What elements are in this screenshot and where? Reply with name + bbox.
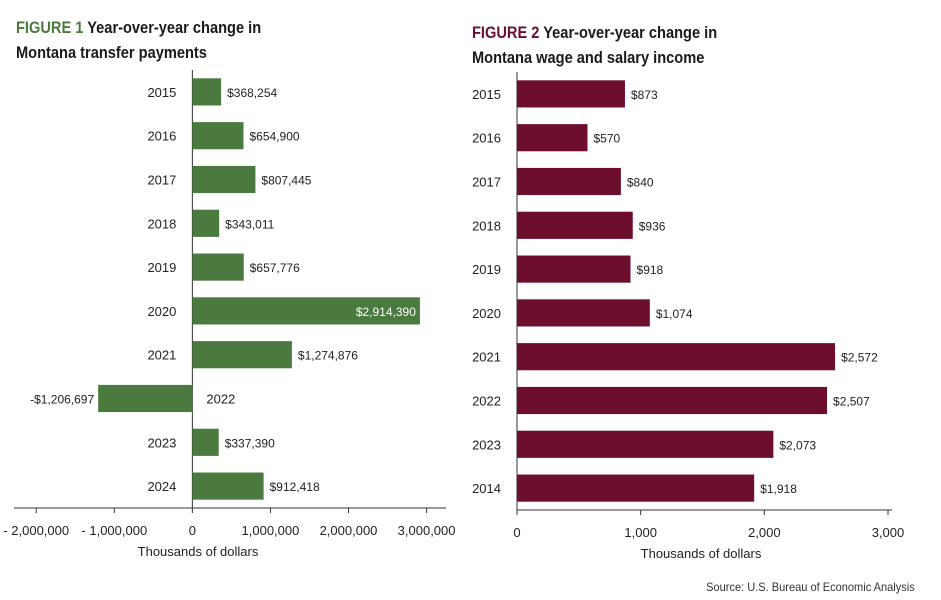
figure2-bar — [517, 299, 650, 327]
figure2-bar — [517, 474, 755, 502]
figure2-category-label: 2020 — [472, 306, 501, 321]
figure1-category-label: 2015 — [147, 85, 176, 100]
figure1-title-line2: Montana transfer payments — [16, 43, 207, 62]
figure1-bar — [192, 428, 219, 456]
figure2-value-label: $570 — [593, 132, 620, 146]
figure1-category-label: 2019 — [147, 260, 176, 275]
figure2-x-axis-label: Thousands of dollars — [641, 546, 762, 561]
figure2-tick-label: 1,000 — [624, 525, 657, 540]
figure2-category-label: 2023 — [472, 437, 501, 452]
figure2-bar — [517, 167, 621, 196]
figure1-value-label: -$1,206,697 — [30, 393, 94, 407]
figure1-bar — [192, 253, 244, 281]
figure2-bar — [517, 80, 625, 108]
figure1-bar — [192, 78, 222, 106]
figure1-category-label: 2023 — [147, 435, 176, 450]
figure1-tick-label: 1,000,000 — [242, 523, 300, 538]
figure1-category-label: 2024 — [147, 479, 176, 494]
figure2-category-label: 2021 — [472, 350, 501, 365]
figure2-bar — [517, 255, 631, 283]
figure1-x-axis-label: Thousands of dollars — [138, 544, 259, 559]
figure1-value-label: $654,900 — [249, 130, 299, 144]
figure2-title-line2: Montana wage and salary income — [472, 48, 705, 67]
figure1-bar — [192, 472, 264, 500]
figure1-value-label: $807,445 — [261, 174, 311, 188]
figure2-value-label: $1,074 — [656, 307, 693, 321]
figure2-title: FIGURE 2 Year-over-year change in Montan… — [472, 20, 717, 70]
figure1-category-label: 2022 — [206, 392, 235, 407]
figure1-bar — [192, 341, 292, 369]
figure2-category-label: 2016 — [472, 131, 501, 146]
figure1-bar — [192, 209, 220, 237]
figure1-category-label: 2017 — [147, 173, 176, 188]
figure1-tick-label: 0 — [189, 523, 196, 538]
figure2-tag: FIGURE 2 — [472, 23, 540, 42]
figure2-value-label: $936 — [639, 219, 666, 233]
figure1-value-label: $1,274,876 — [298, 349, 358, 363]
figure1-value-label: $912,418 — [270, 480, 320, 494]
figure2-tick-label: 0 — [513, 525, 520, 540]
figure2-category-label: 2017 — [472, 175, 501, 190]
figure1-value-label: $343,011 — [225, 217, 274, 231]
figure1-value-label: $657,776 — [250, 261, 300, 275]
figure1-value-label: $337,390 — [225, 436, 275, 450]
figure1-tag: FIGURE 1 — [16, 18, 84, 37]
figure2-bar — [517, 430, 774, 458]
figure2-bar — [517, 124, 588, 152]
figure1-category-label: 2018 — [147, 216, 176, 231]
figure2-category-label: 2018 — [472, 218, 501, 233]
figure1-title: FIGURE 1 Year-over-year change in Montan… — [16, 15, 261, 65]
source-note: Source: U.S. Bureau of Economic Analysis — [706, 580, 915, 594]
figure2-value-label: $1,918 — [760, 482, 797, 496]
figure2-title-line1: Year-over-year change in — [543, 23, 718, 42]
figure1-bar — [192, 122, 244, 150]
figure1-tick-label: - 2,000,000 — [3, 523, 69, 538]
figure2-category-label: 2022 — [472, 394, 501, 409]
figure2-category-label: 2019 — [472, 262, 501, 277]
figure2-bar — [517, 211, 633, 239]
figure2-value-label: $2,507 — [833, 395, 870, 409]
figure1-tick-label: 3,000,000 — [398, 523, 456, 538]
figure2-bar — [517, 386, 828, 415]
figure2-category-label: 2014 — [472, 481, 501, 496]
figure2-value-label: $873 — [631, 88, 658, 102]
figure1-tick-label: 2,000,000 — [320, 523, 378, 538]
figure1-tick-label: - 1,000,000 — [81, 523, 147, 538]
figure1-bar — [192, 165, 256, 194]
figure1-bar — [192, 297, 420, 325]
figure1-value-label: $368,254 — [227, 86, 277, 100]
figure1-category-label: 2021 — [147, 348, 176, 363]
figure1-value-label: $2,914,390 — [356, 305, 416, 319]
figure2-value-label: $918 — [637, 263, 664, 277]
figure2-bar — [517, 343, 836, 371]
figure2-tick-label: 3,000 — [872, 525, 905, 540]
figure2-tick-label: 2,000 — [748, 525, 781, 540]
figure1-category-label: 2016 — [147, 129, 176, 144]
figure1-category-label: 2020 — [147, 304, 176, 319]
figure2-value-label: $2,572 — [841, 351, 878, 365]
figure2-category-label: 2015 — [472, 87, 501, 102]
figure2-value-label: $840 — [627, 176, 654, 190]
figure1-title-line1: Year-over-year change in — [87, 18, 262, 37]
figure1-bar — [98, 384, 193, 413]
figure2-value-label: $2,073 — [779, 438, 816, 452]
